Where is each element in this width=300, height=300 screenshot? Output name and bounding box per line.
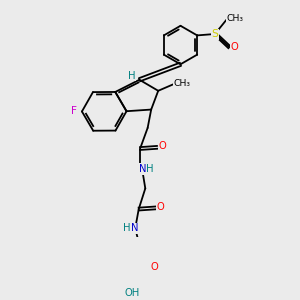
Text: H: H: [146, 164, 154, 174]
Text: N: N: [131, 223, 139, 233]
Text: H: H: [128, 70, 136, 80]
Text: CH₃: CH₃: [226, 14, 243, 23]
Text: OH: OH: [124, 288, 139, 298]
Text: F: F: [71, 106, 77, 116]
Text: O: O: [158, 141, 166, 151]
Text: O: O: [230, 42, 238, 52]
Text: CH₃: CH₃: [174, 79, 191, 88]
Text: S: S: [211, 29, 218, 39]
Text: O: O: [157, 202, 165, 212]
Text: N: N: [139, 164, 146, 174]
Text: O: O: [150, 262, 158, 272]
Text: H: H: [122, 223, 130, 233]
